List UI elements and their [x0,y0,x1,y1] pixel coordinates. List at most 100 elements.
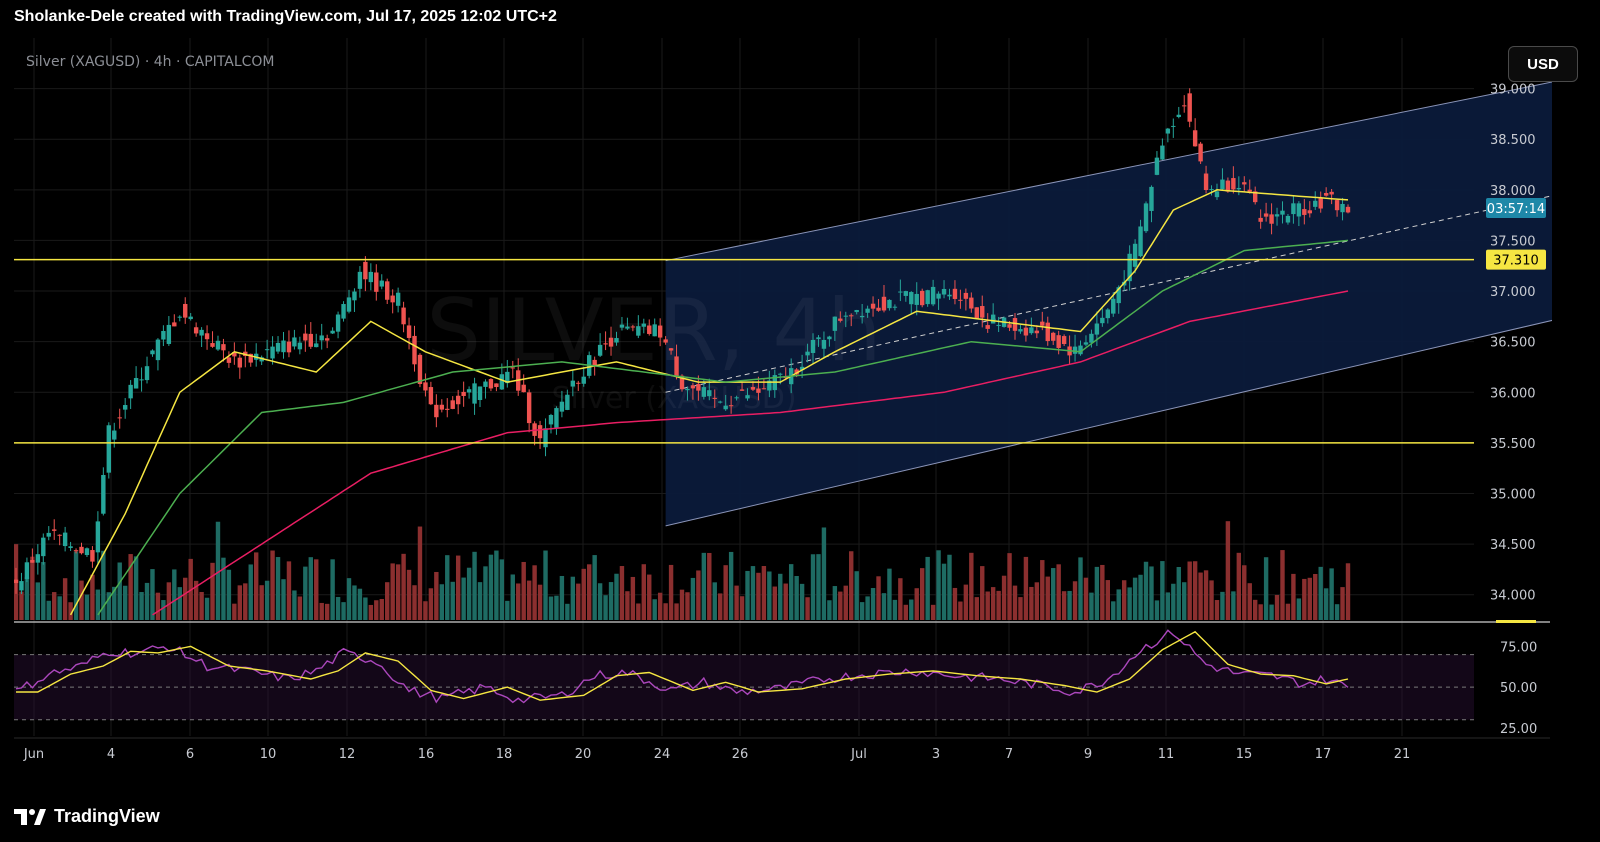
candle-body [183,303,188,318]
candle-body [319,335,324,341]
candle-body [1214,191,1220,198]
volume-bar [150,569,155,620]
candle-body [679,375,685,390]
candle-body [1029,327,1034,334]
volume-bar [794,576,799,620]
volume-bar [1323,588,1329,620]
candle-body [1318,198,1323,209]
volume-bar [226,569,232,620]
candle-body [1252,191,1258,203]
volume-bar [1100,564,1105,620]
candle-body [128,384,133,399]
volume-bar [1247,583,1252,620]
volume-bar [854,571,859,620]
candle-body [1225,180,1231,192]
candle-body [521,384,526,393]
candle-body [838,318,843,321]
candle-body [292,337,297,347]
volume-bar [1094,566,1100,620]
volume-bar [112,586,117,620]
candle-body [963,292,969,299]
candle-body [1187,93,1192,122]
candle-body [19,581,24,591]
candle-body [1307,210,1312,214]
volume-bar [292,590,297,620]
volume-bar [537,584,543,620]
volume-bar [1012,585,1018,620]
candle-body [445,408,450,410]
volume-bar [19,591,24,620]
volume-bar [259,585,264,620]
candle-body [117,417,122,419]
candle-body [472,383,477,404]
volume-bar [161,600,166,620]
candle-body [1083,342,1089,345]
volume-bar [499,559,505,620]
volume-bar [390,563,395,620]
candle-body [79,546,84,554]
volume-bar [401,553,406,620]
volume-bar [1067,590,1072,620]
volume-bar [543,550,548,620]
volume-bar [1040,560,1045,620]
candle-body [1072,346,1078,354]
volume-bar [788,564,794,620]
candle-body [144,366,150,381]
volume-bar [1274,594,1280,620]
candle-body [865,308,870,313]
volume-bar [1313,573,1318,620]
candle-body [1105,309,1111,319]
volume-bar [494,550,499,620]
price-tick-label: 34.500 [1490,538,1536,553]
volume-bar [363,597,368,620]
moving-average-red [152,290,1349,616]
volume-bar [1340,587,1345,620]
candle-body [1220,179,1225,190]
candle-body [412,335,417,365]
volume-bar [625,591,630,620]
volume-bar [46,600,51,620]
volume-bar [412,585,417,620]
tradingview-brand-text: TradingView [54,806,160,826]
candle-body [941,288,947,295]
volume-bar [865,596,870,620]
candle-body [652,324,657,337]
volume-bar [838,591,843,620]
volume-bar [1127,587,1132,620]
volume-bar [428,588,434,620]
volume-bar [139,592,144,620]
volume-bar [772,586,778,620]
candle-body [881,296,887,311]
candle-body [1340,203,1345,213]
volume-bar [455,555,461,620]
currency-button[interactable]: USD [1508,46,1578,82]
volume-bar [324,603,330,620]
volume-bar [548,596,554,620]
volume-bar [122,585,128,620]
volume-bar [668,564,674,620]
volume-bar [898,578,903,620]
volume-bar [969,552,974,620]
tradingview-logo[interactable]: TradingView [14,806,160,827]
candle-body [439,404,445,410]
chart-frame[interactable]: SILVER, 4h Silver (XAGUSD) Silver (XAGUSD)… [14,38,1552,790]
candle-body [974,307,979,319]
volume-bar [728,551,734,620]
candle-body [210,343,215,347]
volume-bar [679,589,685,620]
candle-body [1323,193,1329,196]
volume-bar [1171,583,1176,620]
candle-body [510,367,515,369]
volume-bar [516,583,521,620]
symbol-watermark-subtitle: Silver (XAGUSD) [551,381,796,416]
candle-body [106,425,112,473]
volume-bar [647,574,652,620]
candle-body [62,532,68,547]
volume-bar [1176,567,1181,620]
volume-bar [368,604,374,620]
volume-bar [264,580,270,620]
candle-body [1329,191,1334,195]
volume-bar [526,580,532,620]
candle-body [1231,178,1236,190]
